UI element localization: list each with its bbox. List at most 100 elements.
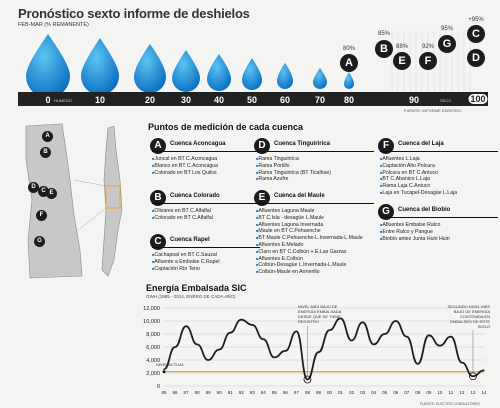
current-level-dot xyxy=(162,370,166,374)
page-subtitle: FEB-MAR (% REMANENTE) xyxy=(18,22,89,28)
cuenca-g-name: Cuenca del Biobío xyxy=(380,204,498,218)
energy-point xyxy=(395,320,397,322)
cuenca-f-item: Laja en Tucapel-Desagüe L.Laja xyxy=(380,190,457,197)
energy-point xyxy=(185,325,187,327)
x-tick-label: 96 xyxy=(283,390,289,395)
energy-point xyxy=(240,319,242,321)
energy-point xyxy=(406,336,408,338)
map-label-a: A xyxy=(42,131,53,142)
energy-title: Energía Embalsada SIC xyxy=(146,283,247,293)
cuenca-f-list: Afluentes L.Laja Captación Alto Polcura … xyxy=(380,156,457,197)
energy-source: FUENTE: ELECTRO CONSULTORES xyxy=(420,402,480,406)
drop-icon-30 xyxy=(172,50,200,92)
x-tick-label: 85 xyxy=(161,390,167,395)
energy-series-line xyxy=(163,317,485,381)
cuenca-d-item: Rama Portillo xyxy=(256,163,331,170)
x-tick-label: 03 xyxy=(360,390,366,395)
cuenca-e-item: Afluentes Laguna Maule xyxy=(256,208,363,215)
energy-point xyxy=(207,359,209,361)
x-tick-label: 91 xyxy=(228,390,234,395)
cuenca-g-list: Afluentes Embalse Ralco Entre Ralco y Pa… xyxy=(380,222,450,242)
scale-tick-0: 0 xyxy=(45,95,51,105)
energy-point xyxy=(417,363,419,365)
drop-icon-80 xyxy=(344,72,354,89)
cuenca-b-list: Olivares en BT C.Alfalfal Colorado en BT… xyxy=(152,208,213,222)
scale-tick-50: 50 xyxy=(246,95,258,105)
x-tick-label: 93 xyxy=(250,390,256,395)
drop-icon-50 xyxy=(242,58,262,90)
energy-subtitle: GWH (1985 - 2014, ENERO DE CADA AÑO) xyxy=(146,294,236,299)
energy-point xyxy=(384,333,386,335)
cuenca-f-item: BT C.Abanico L.Laja xyxy=(380,176,457,183)
x-tick-label: 12 xyxy=(459,390,465,395)
cuenca-d-item: Rama Tinguiririca xyxy=(256,156,331,163)
marker-pct-f: 92% xyxy=(421,44,435,50)
second-level-marker xyxy=(469,372,477,381)
energy-point xyxy=(251,324,253,326)
x-tick-label: 07 xyxy=(404,390,410,395)
cuenca-a-item: Juncal en BT C.Aconcagua xyxy=(152,156,218,163)
scale-tick-100: 100 xyxy=(468,94,488,104)
cuenca-b-name: Cuenca Colorado xyxy=(152,190,260,204)
marker-b: B xyxy=(375,40,393,58)
cuenca-e-item: BT C.Isla - desagüe L.Maule xyxy=(256,215,363,222)
cuenca-a-name: Cuenca Aconcagua xyxy=(152,138,260,152)
cuenca-g-item: Afluentes Embalse Ralco xyxy=(380,222,450,229)
cuenca-d-list: Rama Tinguiririca Rama Portillo Rama Tin… xyxy=(256,156,331,183)
scale-tick-70: 70 xyxy=(314,95,326,105)
marker-c: C xyxy=(467,25,485,43)
energy-point xyxy=(350,339,353,342)
energy-point xyxy=(196,343,198,345)
drop-icon-60 xyxy=(277,63,293,89)
energy-point xyxy=(284,350,286,352)
cuenca-f-item: Polcura en BT C.Antuco xyxy=(380,170,457,177)
cuenca-a-item: Colorado en BT Los Quilos xyxy=(152,170,218,177)
energy-point xyxy=(306,378,309,381)
map-label-d: D xyxy=(28,182,39,193)
page-title: Pronóstico sexto informe de deshielos xyxy=(18,6,250,21)
marker-pct-c: +95% xyxy=(468,17,484,23)
scale-source: FUENTE: INFORME EDEE/SEC xyxy=(404,108,463,113)
scale-tick-10: 10 xyxy=(94,95,106,105)
x-tick-label: 97 xyxy=(294,390,300,395)
annot-min-level: NIVEL MÁS BAJO DE ENERGÍA EMBALSADA DESD… xyxy=(298,304,342,324)
scale-tick-80: 80 xyxy=(343,95,355,105)
x-tick-label: 87 xyxy=(184,390,190,395)
cuenca-d-name: Cuenca Tinguiririca xyxy=(256,138,374,152)
energy-point xyxy=(373,343,375,345)
energy-point xyxy=(328,329,331,331)
x-tick-label: 99 xyxy=(316,390,322,395)
x-tick-label: 98 xyxy=(305,390,311,395)
cuenca-b-item: Olivares en BT C.Alfalfal xyxy=(152,208,213,215)
cuenca-e-list: Afluentes Laguna Maule BT C.Isla - desag… xyxy=(256,208,363,276)
cuenca-a-list: Juncal en BT C.Aconcagua Blanco en BT C.… xyxy=(152,156,218,176)
x-tick-label: 94 xyxy=(261,390,267,395)
map-label-e: E xyxy=(46,188,57,199)
energy-point xyxy=(461,362,463,364)
energy-point xyxy=(483,369,485,371)
marker-pct-b: 85% xyxy=(377,31,391,37)
scale-tick-20: 20 xyxy=(144,95,156,105)
map-label-g: G xyxy=(34,236,45,247)
cuenca-e-item: BT Maule C.Pehuenche-L.Invernada-L.Maule xyxy=(256,235,362,242)
y-tick-label: 10,000 xyxy=(143,319,160,325)
x-tick-label: 02 xyxy=(349,390,355,395)
marker-pct-a: 80% xyxy=(342,46,356,52)
cuenca-d-item: Rama Azufre xyxy=(256,176,331,183)
annot-nivel-actual: NIVEL ACTUAL xyxy=(156,362,185,367)
x-tick-label: 11 xyxy=(449,390,454,395)
scale-dry-note: SECO xyxy=(440,98,452,103)
cuenca-a-badge: A xyxy=(150,138,166,154)
x-tick-label: 95 xyxy=(272,390,278,395)
cuenca-c-badge: C xyxy=(150,234,166,250)
y-tick-label: 6,000 xyxy=(146,345,160,351)
cuenca-e-item: Afluentes Laguna Invernada xyxy=(256,222,363,229)
scale-tick-60: 60 xyxy=(279,95,291,105)
points-title: Puntos de medición de cada cuenca xyxy=(148,122,304,132)
y-tick-label: 8,000 xyxy=(146,332,160,338)
cuenca-e-item: Afluentes E.Melado xyxy=(256,242,363,249)
cuenca-g-item: Entre Ralco y Pangue xyxy=(380,229,450,236)
cuenca-e-item: Claro en BT C.Colbún + E.Las Garzas xyxy=(256,249,363,256)
drop-icon-70 xyxy=(313,68,327,89)
